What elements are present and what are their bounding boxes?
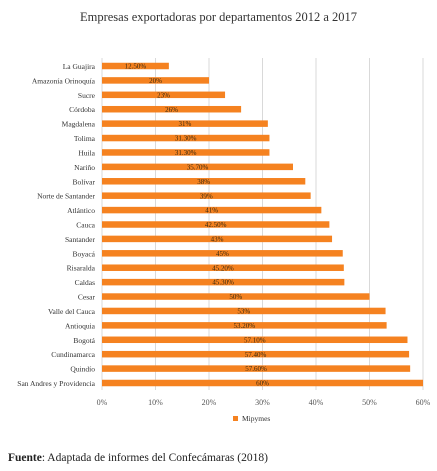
category-label: Cundinamarca xyxy=(51,350,95,359)
bar xyxy=(102,365,411,372)
category-label: Bolívar xyxy=(73,177,96,186)
bar-value-label: 57.40% xyxy=(245,351,267,359)
bar-value-label: 53% xyxy=(237,308,250,316)
bar-value-label: 45.20% xyxy=(212,264,234,272)
bar-value-label: 26% xyxy=(165,106,178,114)
bar-value-label: 35.70% xyxy=(187,163,209,171)
bar-value-labels: 12.50%20% 23% 26%31% 31.30% 31.30% 35.70% 38% 3… xyxy=(125,63,269,388)
bar xyxy=(102,336,408,344)
x-tick-label: 20% xyxy=(202,398,217,407)
category-label: Caldas xyxy=(75,278,95,287)
bar-value-label: 45.30% xyxy=(212,279,234,287)
bar xyxy=(102,379,423,387)
category-label: Magdalena xyxy=(62,120,96,129)
chart-title: Empresas exportadoras por departamentos … xyxy=(79,10,357,24)
category-label: Amazonía Orinoquía xyxy=(32,76,96,85)
category-label: Córdoba xyxy=(69,105,96,114)
source-text: : Adaptada de informes del Confecámaras … xyxy=(41,452,268,464)
bar xyxy=(102,120,268,127)
bar-value-label: 45% xyxy=(216,250,229,258)
bar-value-label: 53.20% xyxy=(234,322,256,330)
x-tick-label: 10% xyxy=(148,398,163,407)
bar-value-label: 57.10% xyxy=(244,336,266,344)
category-label: Quindío xyxy=(70,365,95,374)
category-label: Cauca xyxy=(76,221,95,230)
category-label: Cesar xyxy=(78,293,96,302)
bar xyxy=(102,235,333,243)
bar xyxy=(102,62,169,70)
bar-chart: La Guajira Amazonía Orinoquía Sucre Córdoba… xyxy=(17,58,431,423)
legend-swatch xyxy=(233,416,238,421)
category-labels: La Guajira Amazonía Orinoquía Sucre Córdoba… xyxy=(17,62,95,388)
bar-value-label: 38% xyxy=(197,178,210,186)
bar-value-label: 31.30% xyxy=(175,135,197,143)
category-label: Norte de Santander xyxy=(37,192,95,201)
bar-value-label: 41% xyxy=(205,207,218,215)
bar xyxy=(102,91,226,99)
bar xyxy=(102,206,322,214)
bar xyxy=(102,322,387,329)
bar xyxy=(102,134,270,142)
category-label: La Guajira xyxy=(63,62,96,71)
bar xyxy=(102,149,270,156)
bars xyxy=(102,62,423,387)
x-tick-label: 60% xyxy=(416,398,431,407)
category-label: Tolima xyxy=(74,134,96,143)
bar xyxy=(102,264,344,271)
bar-value-label: 57.60% xyxy=(245,365,267,373)
category-label: San Andres y Providencia xyxy=(17,379,95,388)
x-tick-label: 0% xyxy=(97,398,108,407)
x-tick-label: 50% xyxy=(362,398,377,407)
bar-value-label: 31% xyxy=(179,120,192,128)
bar-value-label: 31.30% xyxy=(175,149,197,157)
bar xyxy=(102,250,343,257)
bar-value-label: 20% xyxy=(149,77,162,85)
category-label: Huila xyxy=(78,148,95,157)
category-label: Atlántico xyxy=(67,206,95,215)
category-label: Valle del Cauca xyxy=(48,307,96,316)
bar xyxy=(102,350,410,358)
bar xyxy=(102,307,386,315)
legend: Mipymes xyxy=(233,414,270,423)
bar xyxy=(102,278,345,286)
bar-value-label: 42.50% xyxy=(205,221,227,229)
bar-value-label: 60% xyxy=(256,380,269,388)
category-label: Nariño xyxy=(74,163,95,172)
category-label: Antioquia xyxy=(65,321,96,330)
source-note: Fuente: Adaptada de informes del Confecá… xyxy=(8,452,268,464)
bar xyxy=(102,293,370,300)
bar xyxy=(102,221,330,228)
bar-value-label: 43% xyxy=(211,236,224,244)
category-label: Sucre xyxy=(78,91,96,100)
category-label: Boyacá xyxy=(73,249,96,258)
bar-value-label: 39% xyxy=(200,192,213,200)
category-label: Risaralda xyxy=(67,264,96,273)
bar xyxy=(102,178,306,185)
source-label: Fuente xyxy=(8,452,42,464)
bar xyxy=(102,77,209,84)
legend-label: Mipymes xyxy=(242,414,270,423)
x-tick-labels: 0% 10% 20% 30% 40% 50% 60% xyxy=(97,398,431,407)
category-label: Bogotá xyxy=(73,336,95,345)
bar xyxy=(102,192,311,199)
bar xyxy=(102,105,242,113)
x-tick-label: 40% xyxy=(309,398,324,407)
x-tick-label: 30% xyxy=(255,398,270,407)
category-label: Santander xyxy=(65,235,95,244)
bar-value-label: 50% xyxy=(229,293,242,301)
bar xyxy=(102,163,293,171)
bar-value-label: 23% xyxy=(157,91,170,99)
bar-value-label: 12.50% xyxy=(125,63,147,71)
